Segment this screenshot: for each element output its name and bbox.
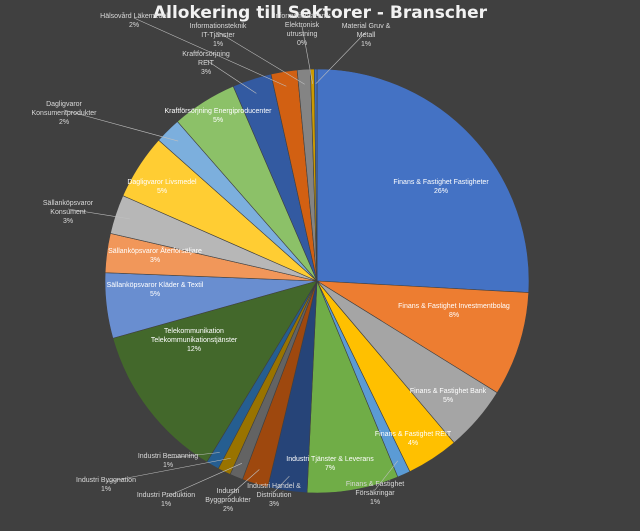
- slice-value-label: 2%: [223, 506, 233, 513]
- slice-value-label: 12%: [187, 346, 201, 353]
- slice-label: Industri Byggnation 1%: [76, 477, 136, 493]
- slice-value-label: 3%: [150, 257, 160, 264]
- slice-label: Industri Tjänster & Leverans 7%: [286, 456, 374, 472]
- slice-value-label: 3%: [201, 69, 211, 76]
- leader-line: [165, 463, 243, 498]
- pie-slice: [112, 280, 318, 463]
- slice-label: Finans & Fastighet Fastigheter 26%: [393, 179, 489, 195]
- slice-label: Finans & Fastighet Försäkringar 1%: [346, 481, 404, 506]
- slice-value-label: 5%: [150, 291, 160, 298]
- slice-label: Informationsteknik Elektronisk utrustning 0…: [274, 13, 331, 47]
- slice-value-label: 1%: [163, 462, 173, 469]
- slice-value-label: 1%: [101, 486, 111, 493]
- slice-value-label: 2%: [59, 119, 69, 126]
- leader-line: [217, 31, 305, 85]
- slice-value-label: 5%: [443, 397, 453, 404]
- slice-label: Sällanköpsvaror Kläder & Textil 5%: [107, 282, 204, 298]
- leader-line: [67, 208, 130, 220]
- pie-slice: [316, 68, 530, 293]
- slice-value-label: 26%: [434, 188, 448, 195]
- slice-label: Kraftförsörjning Energiproducenter 5%: [164, 108, 272, 124]
- leader-line: [374, 460, 398, 491]
- slice-label: Industri Bemanning 1%: [138, 453, 198, 469]
- slice-value-label: 3%: [269, 501, 279, 508]
- slice-label: Industri Handel & Distribution 3%: [247, 483, 301, 508]
- slice-label: Finans & Fastighet Investmentbolag 8%: [398, 303, 510, 319]
- slice-label: Informationsteknik IT-Tjänster 1%: [190, 23, 247, 48]
- slice-value-label: 2%: [129, 22, 139, 29]
- slice-label: Kraftförsörjning REIT 3%: [182, 51, 230, 76]
- slice-label: Material Gruv & Metall 1%: [342, 23, 391, 48]
- leader-line: [133, 17, 287, 87]
- slice-value-label: 7%: [325, 465, 335, 472]
- leader-line: [301, 25, 313, 84]
- leader-line: [227, 469, 260, 498]
- slice-value-label: 1%: [370, 499, 380, 506]
- slice-label: Industri Produktion 1%: [137, 492, 195, 508]
- slice-label: Telekommunikation Telekommunikationstjäns…: [151, 328, 238, 353]
- slice-label: Dagligvaror Konsumentprodukter 2%: [32, 101, 98, 126]
- slice-value-label: 3%: [63, 218, 73, 225]
- leader-line: [105, 457, 231, 483]
- leader-line: [315, 31, 367, 85]
- slice-value-label: 1%: [213, 41, 223, 48]
- leader-line: [205, 59, 257, 94]
- slice-label: Industri Byggprodukter 2%: [205, 488, 251, 513]
- slice-value-label: 4%: [408, 440, 418, 447]
- slice-label: Finans & Fastighet REIT 4%: [375, 431, 452, 447]
- slice-label: Dagligvaror Livsmedel 5%: [127, 179, 197, 195]
- pie-slice: [314, 68, 318, 282]
- pie-slice: [316, 280, 529, 394]
- slice-value-label: 1%: [361, 41, 371, 48]
- slice-label: Finans & Fastighet Bank 5%: [410, 388, 487, 404]
- slice-value-label: 1%: [161, 501, 171, 508]
- leader-line: [273, 476, 290, 493]
- leader-line: [167, 452, 220, 459]
- leader-line: [63, 109, 179, 142]
- slice-value-label: 5%: [157, 188, 167, 195]
- slice-label: Sällanköpsvaror Konsument 3%: [43, 200, 94, 225]
- slice-label: Sällanköpsvaror Återförsäljare 3%: [108, 246, 202, 264]
- slice-value-label: 8%: [449, 312, 459, 319]
- slice-label: Hälsovård Läkemedel 2%: [100, 12, 168, 29]
- chart-title: Allokering till Sektorer - Branscher: [153, 3, 487, 23]
- slice-value-label: 5%: [213, 117, 223, 124]
- slice-value-label: 0%: [297, 40, 307, 47]
